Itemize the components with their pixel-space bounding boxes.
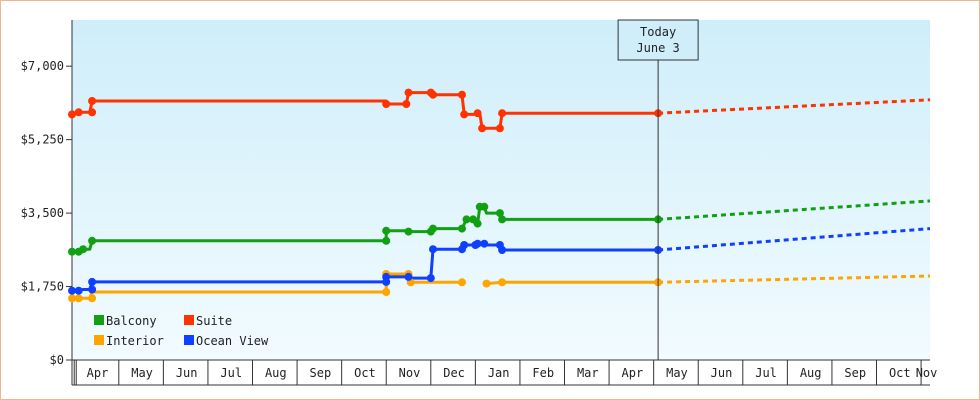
data-point-balcony <box>404 227 413 236</box>
data-point-ocean-view <box>74 286 83 295</box>
data-point-ocean-view <box>426 274 435 283</box>
x-tick-label: Jan <box>488 366 510 380</box>
x-tick-label: Feb <box>532 366 554 380</box>
x-tick-label: Apr <box>622 366 644 380</box>
y-tick-label: $3,500 <box>21 206 64 220</box>
series-line-interior <box>486 280 659 286</box>
data-point-suite <box>498 109 507 118</box>
data-point-interior <box>382 288 391 296</box>
legend: Balcony Suite Interior Ocean View <box>94 314 269 348</box>
data-point-balcony <box>495 209 504 218</box>
data-point-interior <box>498 278 507 287</box>
data-point-suite <box>74 108 83 117</box>
data-point-suite <box>460 110 469 119</box>
data-point-balcony <box>473 219 482 228</box>
x-tick-label: May <box>666 366 688 380</box>
y-tick-label: $5,250 <box>21 133 64 147</box>
y-tick-label: $1,750 <box>21 280 64 294</box>
plot-background <box>72 20 930 360</box>
data-point-ocean-view <box>68 286 76 295</box>
forecast-line-balcony <box>657 199 931 221</box>
data-point-ocean-view <box>473 239 482 248</box>
x-tick-label: Oct <box>889 366 911 380</box>
data-point-interior <box>482 279 491 288</box>
x-tick-label: Mar <box>577 366 599 380</box>
x-tick-label: Nov <box>399 366 421 380</box>
forecast-line-interior <box>658 274 931 284</box>
today-marker: Today June 3 <box>617 19 699 360</box>
y-tick-label: $0 <box>50 353 64 367</box>
data-point-ocean-view <box>498 246 507 254</box>
y-axis: $0 $1,750 $3,500 $5,250 $7,000 <box>21 20 73 385</box>
legend-swatch-ocean-view <box>184 335 194 345</box>
x-tick-label: Oct <box>354 366 376 380</box>
data-point-balcony <box>382 236 391 245</box>
today-date-label: June 3 <box>636 41 679 55</box>
x-tick-label: Jun <box>176 366 198 380</box>
data-point-suite <box>473 109 482 118</box>
legend-swatch-interior <box>94 335 104 345</box>
data-point-interior <box>68 294 76 303</box>
legend-swatch-balcony <box>94 315 104 325</box>
data-point-balcony <box>480 202 489 211</box>
data-point-ocean-view <box>460 241 469 249</box>
today-box <box>617 19 699 61</box>
x-axis: Apr May Jun Jul Aug Sep Oct Nov Dec Jan Feb Mar Apr M… <box>72 359 938 386</box>
data-point-suite <box>402 100 411 108</box>
x-tick-label: Sep <box>844 366 866 380</box>
x-tick-label: Jun <box>711 366 733 380</box>
data-point-suite <box>478 124 487 133</box>
data-point-suite <box>429 90 437 99</box>
data-point-balcony <box>79 245 88 254</box>
data-point-interior <box>88 294 97 303</box>
data-point-balcony <box>429 224 437 233</box>
data-point-balcony <box>68 247 76 256</box>
data-point-balcony <box>88 236 97 245</box>
legend-label-ocean-view: Ocean View <box>196 334 269 348</box>
x-tick-label: Dec <box>443 366 465 380</box>
x-tick-label: Jul <box>220 366 242 380</box>
data-point-ocean-view <box>88 285 97 294</box>
data-point-suite <box>88 97 97 105</box>
data-point-suite <box>68 110 76 119</box>
legend-swatch-suite <box>184 315 194 325</box>
forecast-line-suite <box>658 98 931 115</box>
data-point-suite <box>88 108 97 117</box>
data-point-suite <box>404 88 413 97</box>
data-point-ocean-view <box>382 272 391 281</box>
data-point-suite <box>495 124 504 133</box>
data-point-ocean-view <box>480 239 489 248</box>
x-tick-label: May <box>131 366 153 380</box>
series-markers <box>68 88 663 303</box>
y-tick-label: $7,000 <box>21 59 64 73</box>
today-label: Today <box>640 25 676 39</box>
x-tick-label: Apr <box>87 366 109 380</box>
data-point-balcony <box>462 215 471 224</box>
x-tick-label: Sep <box>310 366 332 380</box>
data-point-ocean-view <box>404 272 413 281</box>
legend-label-interior: Interior <box>106 334 164 348</box>
x-tick-label: Aug <box>800 366 822 380</box>
data-point-interior <box>458 278 466 287</box>
data-point-interior <box>74 294 83 303</box>
x-tick-label: Aug <box>265 366 287 380</box>
data-point-suite <box>382 100 391 108</box>
data-point-ocean-view <box>88 277 97 286</box>
legend-label-balcony: Balcony <box>106 314 157 328</box>
data-point-balcony <box>498 215 507 224</box>
data-point-balcony <box>458 224 466 233</box>
data-point-balcony <box>382 226 391 235</box>
data-point-suite <box>458 90 466 99</box>
x-tick-label: Jul <box>755 366 777 380</box>
x-tick-label: Nov <box>916 366 938 380</box>
legend-label-suite: Suite <box>196 314 232 328</box>
data-point-ocean-view <box>429 245 437 254</box>
forecast-line-ocean-view <box>657 227 931 252</box>
